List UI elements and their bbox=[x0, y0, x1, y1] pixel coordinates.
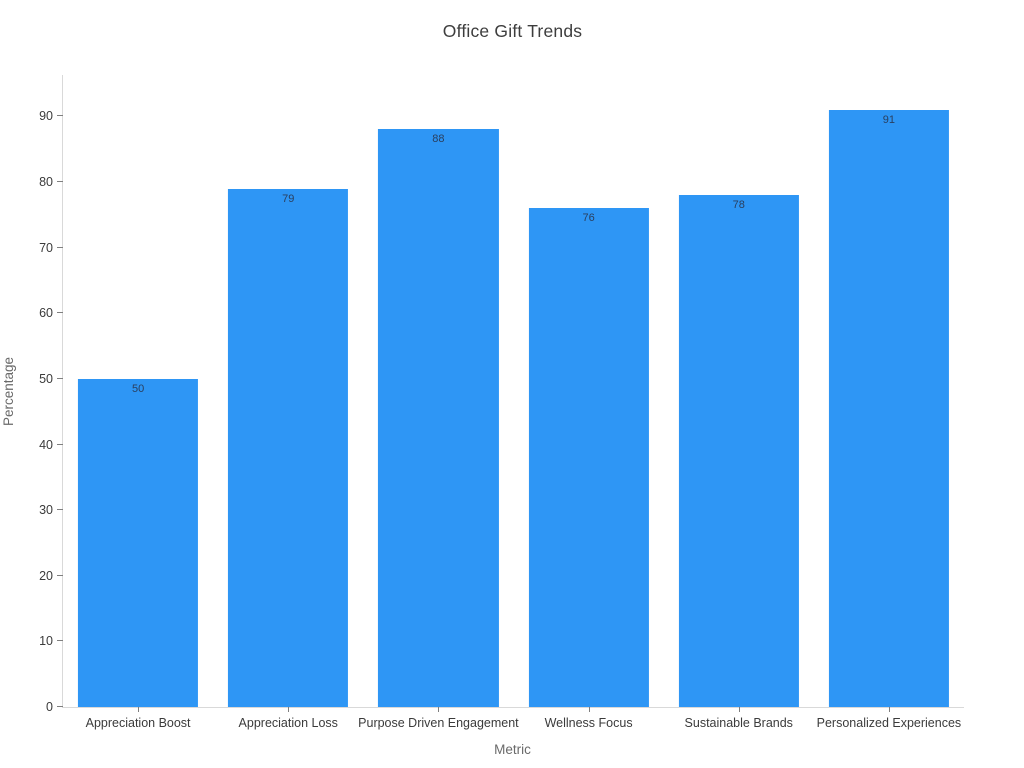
plot-area: 0 10 20 30 40 50 60 70 80 90 50 Appreciation Boost 7… bbox=[39, 75, 964, 730]
y-axis-tick-label: 90 bbox=[39, 109, 53, 124]
y-axis-tick-mark bbox=[57, 443, 63, 445]
y-axis-tick-label: 20 bbox=[39, 568, 53, 583]
x-axis-tick-mark bbox=[888, 707, 890, 712]
chart-title: Office Gift Trends bbox=[442, 21, 583, 41]
y-axis-tick-label: 30 bbox=[39, 503, 53, 518]
y-axis-tick-mark bbox=[57, 640, 63, 642]
bar: 78 bbox=[678, 195, 799, 707]
y-axis-tick-mark bbox=[57, 574, 63, 576]
bar-value-label: 76 bbox=[582, 212, 595, 225]
x-axis-tick-label: Wellness Focus bbox=[544, 716, 633, 730]
y-axis-tick-mark bbox=[57, 246, 63, 248]
bar-value-label: 50 bbox=[131, 382, 145, 395]
y-axis-tick-mark bbox=[57, 312, 63, 314]
y-axis-title: Percentage bbox=[1, 356, 16, 426]
x-axis-tick-mark bbox=[288, 707, 290, 712]
x-axis-tick-mark bbox=[438, 707, 440, 712]
bar: 50 bbox=[78, 378, 199, 707]
bar: 79 bbox=[228, 188, 349, 707]
y-axis-tick-label: 0 bbox=[46, 700, 53, 714]
bar-slot: 79 Appreciation Loss bbox=[213, 75, 363, 730]
y-axis-tick-mark bbox=[57, 377, 63, 379]
bar-value-label: 91 bbox=[882, 113, 896, 126]
x-axis-tick-label: Appreciation Boost bbox=[85, 716, 191, 730]
x-axis-tick-mark bbox=[738, 707, 740, 712]
y-axis-tick-mark bbox=[57, 706, 63, 707]
bar-slot: 91 Personalized Experiences bbox=[814, 75, 964, 730]
y-axis-tick-label: 60 bbox=[39, 306, 53, 321]
y-axis-tick-label: 80 bbox=[39, 174, 53, 189]
x-axis-tick-label: Purpose Driven Engagement bbox=[358, 716, 519, 730]
y-axis-tick-label: 70 bbox=[39, 240, 53, 255]
bar-slot: 76 Wellness Focus bbox=[514, 75, 664, 730]
x-axis-tick-mark bbox=[588, 707, 590, 712]
x-axis-tick-label: Appreciation Loss bbox=[238, 716, 338, 730]
x-axis-tick-label: Sustainable Brands bbox=[684, 716, 793, 730]
y-axis-tick-mark bbox=[57, 115, 63, 117]
y-axis-tick-mark bbox=[57, 180, 63, 182]
bar-slot: 88 Purpose Driven Engagement bbox=[358, 75, 519, 730]
y-axis-tick-mark bbox=[57, 509, 63, 511]
x-axis-tick-label: Personalized Experiences bbox=[816, 716, 962, 730]
bar-value-label: 88 bbox=[432, 133, 445, 146]
bar-slot: 50 Appreciation Boost bbox=[63, 75, 213, 730]
bar: 88 bbox=[378, 129, 499, 707]
y-axis-tick-label: 10 bbox=[39, 634, 53, 649]
y-axis-tick-label: 40 bbox=[39, 437, 53, 452]
y-axis-tick-label: 50 bbox=[39, 371, 53, 386]
x-axis-tick-mark bbox=[138, 707, 140, 712]
x-axis-title: Metric bbox=[494, 742, 531, 757]
bar-value-label: 79 bbox=[282, 192, 295, 205]
bar: 91 bbox=[828, 109, 949, 707]
bar-value-label: 78 bbox=[732, 199, 745, 212]
bar-slot: 78 Sustainable Brands bbox=[664, 75, 814, 730]
bar: 76 bbox=[528, 208, 649, 707]
